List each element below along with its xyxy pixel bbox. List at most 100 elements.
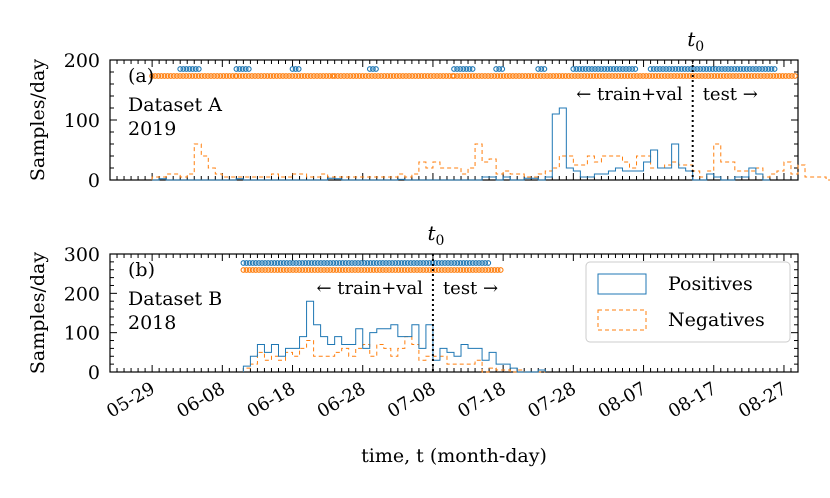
b-negative-sample-dot xyxy=(460,267,467,273)
x-tick-label: 06-28 xyxy=(314,378,369,422)
a-negative-sample-dot xyxy=(301,73,308,79)
a-negative-sample-dot xyxy=(396,73,403,79)
a-negative-sample-dot xyxy=(350,73,357,79)
b-negative-sample-dot xyxy=(448,267,454,273)
a-negative-sample-dot xyxy=(338,73,344,79)
b-negative-sample-dot xyxy=(290,267,296,273)
a-negative-sample-dot xyxy=(331,73,338,79)
a-positive-sample-dot xyxy=(681,66,688,72)
b-negative-sample-dot xyxy=(277,267,284,273)
b-positive-sample-dot xyxy=(305,260,312,266)
x-tick-label: 08-07 xyxy=(595,378,650,422)
x-tick-label: 05-29 xyxy=(103,378,158,422)
b-positive-sample-dot xyxy=(293,260,299,266)
b-negative-sample-dot xyxy=(466,267,473,273)
a-negative-sample-dot xyxy=(347,73,354,79)
legend-box xyxy=(585,261,791,343)
b-negative-sample-dot xyxy=(324,267,330,273)
x-tick-label: 07-08 xyxy=(384,378,439,422)
a-positive-sample-dot xyxy=(616,66,623,72)
b-positive-sample-dot xyxy=(438,260,445,266)
a-negative-sample-dot xyxy=(658,73,665,79)
a-negative-sample-dot xyxy=(320,73,327,79)
b-positive-sample-dot xyxy=(243,260,250,266)
a-negative-sample-dot xyxy=(217,73,224,79)
a-negative-sample-dot xyxy=(344,73,350,79)
a-negative-sample-dot xyxy=(773,73,780,79)
a-negative-sample-dot xyxy=(249,73,255,79)
a-negative-sample-dot xyxy=(479,73,485,79)
panel-a-dot-strips xyxy=(149,66,798,79)
b-positives-histogram xyxy=(242,300,546,373)
a-negative-sample-dot xyxy=(665,73,671,79)
b-positive-sample-dot xyxy=(321,260,327,266)
a-negative-sample-dot xyxy=(283,73,289,79)
a-negative-sample-dot xyxy=(378,73,385,79)
b-positive-sample-dot xyxy=(249,260,256,266)
a-negative-sample-dot xyxy=(742,73,749,79)
a-positive-sample-dot xyxy=(242,66,249,72)
a-negative-sample-dot xyxy=(785,73,792,79)
a-negative-sample-dot xyxy=(270,73,277,79)
a-negative-sample-dot xyxy=(220,73,227,79)
a-negative-sample-dot xyxy=(298,73,305,79)
b-positive-sample-dot xyxy=(383,260,389,266)
b-positive-sample-dot xyxy=(367,260,374,266)
a-negative-sample-dot xyxy=(528,73,535,79)
b-negative-sample-dot xyxy=(287,267,293,273)
a-negative-sample-dot xyxy=(387,73,394,79)
a-negative-sample-dot xyxy=(782,73,789,79)
a-negative-sample-dot xyxy=(575,73,581,79)
a-positive-sample-dot xyxy=(725,66,731,72)
a-positive-sample-dot xyxy=(626,66,632,72)
a-negative-sample-dot xyxy=(671,73,677,79)
panel-b-train-label: ← train+val xyxy=(316,278,423,299)
a-negative-sample-dot xyxy=(406,73,412,79)
x-axis-label: time, t (month-day) xyxy=(361,445,547,467)
a-negative-sample-dot xyxy=(463,73,470,79)
a-negative-sample-dot xyxy=(748,73,755,79)
b-negative-sample-dot xyxy=(345,267,352,273)
a-negative-sample-dot xyxy=(258,73,265,79)
b-negative-sample-dot xyxy=(389,267,396,273)
b-negative-sample-dot xyxy=(246,267,253,273)
b-positive-sample-dot xyxy=(466,260,473,266)
a-positive-sample-dot xyxy=(538,66,545,72)
a-negative-sample-dot xyxy=(720,73,727,79)
b-negative-sample-dot xyxy=(364,267,371,273)
b-positive-sample-dot xyxy=(308,260,315,266)
a-negative-sample-dot xyxy=(177,73,183,79)
b-positive-sample-dot xyxy=(426,260,433,266)
b-positive-sample-dot xyxy=(482,260,489,266)
a-negative-sample-dot xyxy=(409,73,416,79)
b-positive-sample-dot xyxy=(454,260,461,266)
a-negative-sample-dot xyxy=(646,73,653,79)
b-negative-sample-dot xyxy=(454,267,461,273)
a-negative-sample-dot xyxy=(727,73,733,79)
a-positive-sample-dot xyxy=(579,66,586,72)
a-positive-sample-dot xyxy=(688,66,694,72)
a-negative-sample-dot xyxy=(167,73,174,79)
b-positive-sample-dot xyxy=(473,260,479,266)
a-negative-sample-dot xyxy=(365,73,372,79)
b-negative-sample-dot xyxy=(355,267,361,273)
b-negative-sample-dot xyxy=(445,267,451,273)
a-positive-sample-dot xyxy=(753,66,759,72)
a-negative-sample-dot xyxy=(599,73,606,79)
a-positive-sample-dot xyxy=(657,66,663,72)
a-negative-sample-dot xyxy=(674,73,681,79)
a-negative-sample-dot xyxy=(311,73,317,79)
a-negative-sample-dot xyxy=(239,73,246,79)
b-positive-sample-dot xyxy=(457,260,464,266)
a-negative-sample-dot xyxy=(255,73,261,79)
a-positive-sample-dot xyxy=(499,66,506,72)
a-positive-sample-dot xyxy=(576,66,583,72)
b-positive-sample-dot xyxy=(274,260,281,266)
a-negative-sample-dot xyxy=(205,73,211,79)
a-positive-sample-dot xyxy=(740,66,747,72)
a-negative-sample-dot xyxy=(627,73,634,79)
b-negative-sample-dot xyxy=(407,267,414,273)
a-negative-sample-dot xyxy=(541,73,547,79)
panel-b-ticks: 0 100 200 300 xyxy=(64,244,798,384)
b-y-tick-label: 0 xyxy=(88,362,100,384)
